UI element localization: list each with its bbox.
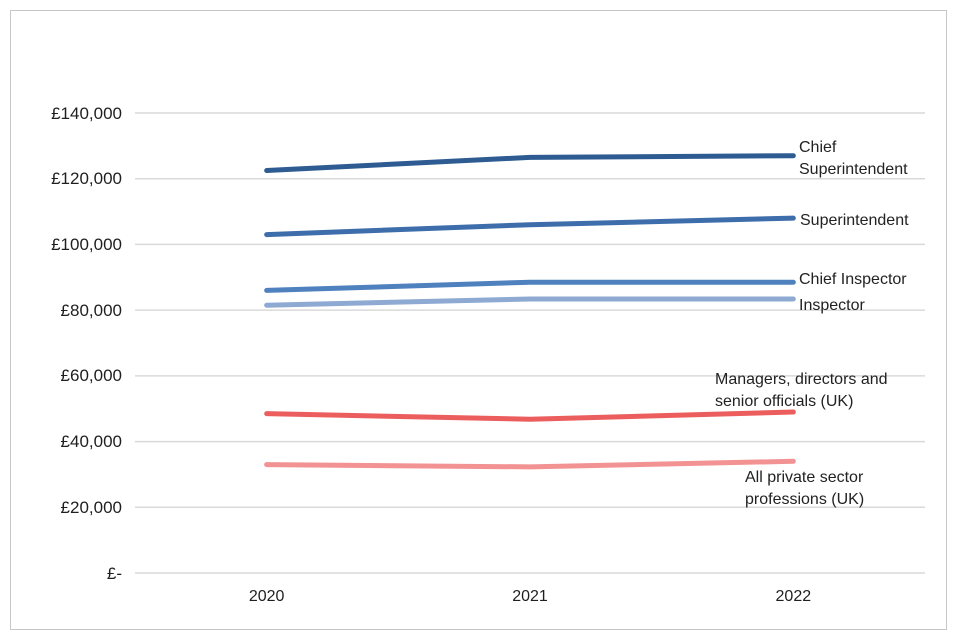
series-label-managers-directors-uk: Managers, directors and senior officials… (715, 371, 888, 410)
series-label-chief-superintendent: Chief Superintendent (799, 139, 908, 178)
y-axis-tick: £20,000 (60, 497, 122, 517)
x-axis-tick-2021: 2021 (512, 588, 548, 605)
series-label-inspector: Inspector (799, 297, 865, 314)
series-label-superintendent: Superintendent (800, 212, 909, 229)
y-axis-tick: £40,000 (60, 432, 122, 452)
y-axis-tick: £- (106, 563, 122, 583)
x-axis-tick-2022: 2022 (775, 588, 812, 605)
y-axis-tick: £140,000 (51, 103, 122, 123)
series-label-chief-inspector: Chief Inspector (799, 271, 907, 288)
x-axis-tick-2020: 2020 (248, 588, 285, 605)
y-axis-tick: £100,000 (51, 234, 122, 254)
y-axis-tick: £80,000 (60, 300, 122, 320)
y-axis-tick: £120,000 (51, 169, 122, 189)
y-axis-tick: £60,000 (60, 366, 122, 386)
series-label-private-sector-uk: All private sector professions (UK) (745, 469, 865, 508)
